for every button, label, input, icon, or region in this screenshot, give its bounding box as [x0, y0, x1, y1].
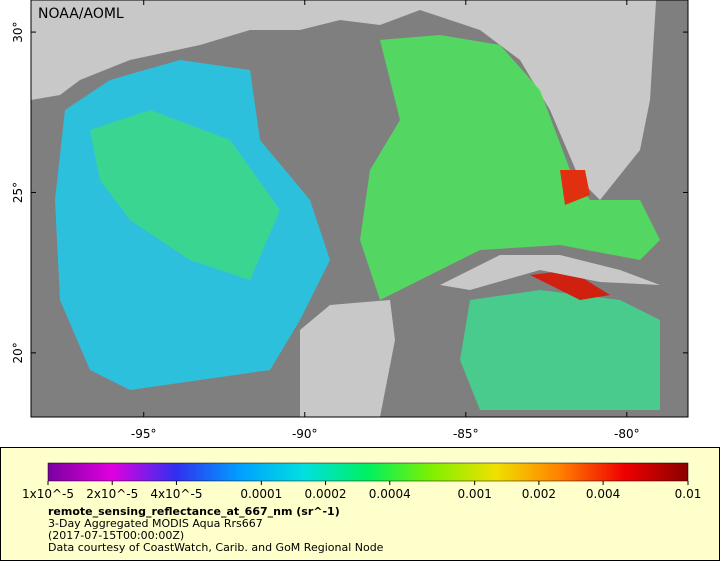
colorbar-tick-label: 2x10^-5	[86, 487, 138, 501]
legend-credit: Data courtesy of CoastWatch, Carib. and …	[48, 541, 384, 554]
colorbar-tick-label: 0.004	[586, 487, 620, 501]
x-tick-label: -80°	[614, 427, 640, 441]
source-label-bg	[33, 2, 131, 24]
colorbar-tick-label: 0.01	[675, 487, 702, 501]
colorbar-tick-label: 0.0002	[305, 487, 347, 501]
florida	[540, 0, 656, 190]
colorbar-tick-label: 0.001	[457, 487, 491, 501]
colorbar-tick-label: 4x10^-5	[150, 487, 202, 501]
cuba-coast-red	[530, 270, 610, 300]
legend-dataset: 3-Day Aggregated MODIS Aqua Rrs667	[48, 517, 263, 530]
source-label: NOAA/AOML	[38, 6, 124, 22]
axes: -95° -90° -85° -80° 20° 25° 30°	[11, 0, 688, 441]
x-tick-label: -90°	[292, 427, 318, 441]
yucatan	[300, 300, 395, 417]
east-gulf-data	[360, 35, 660, 300]
west-gulf-data-green	[90, 110, 280, 280]
colorbar-tick-label: 1x10^-5	[22, 487, 74, 501]
x-tick-label: -85°	[453, 427, 479, 441]
legend-variable: remote_sensing_reflectance_at_667_nm (sr…	[48, 505, 340, 518]
map-image	[31, 0, 688, 417]
y-tick-label: 30°	[11, 21, 25, 42]
colorbar-tick-label: 0.002	[522, 487, 556, 501]
x-tick-label: -95°	[131, 427, 157, 441]
y-tick-label: 20°	[11, 342, 25, 363]
y-tick-label: 25°	[11, 182, 25, 203]
colorbar-tick-label: 0.0004	[369, 487, 411, 501]
colorbar-tick-label: 0.0001	[240, 487, 282, 501]
map-frame	[30, 0, 689, 418]
colorbar-ticks: 1x10^-5 2x10^-5 4x10^-5 0.0001 0.0002 0.0004 0…	[22, 481, 701, 501]
legend-time: (2017-07-15T00:00:00Z)	[48, 529, 184, 542]
caribbean-data	[460, 290, 660, 410]
colorbar	[47, 462, 689, 482]
cuba	[440, 255, 660, 290]
florida-shelf-red	[560, 170, 590, 205]
